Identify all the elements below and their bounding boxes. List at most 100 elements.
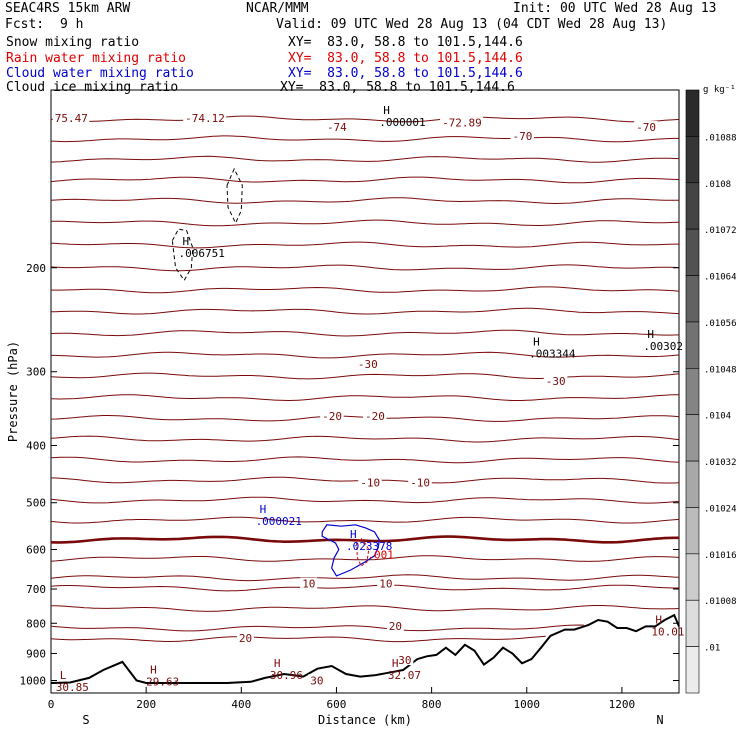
y-tick-label-800: 800 bbox=[26, 617, 46, 630]
colorbar-label-10: .01008 bbox=[704, 597, 737, 607]
contour-label-bg-2 bbox=[324, 121, 349, 133]
field-snow-xy: XY= 83.0, 58.8 to 101.5,144.6 bbox=[288, 35, 523, 50]
contour-label-bg-7 bbox=[543, 374, 568, 386]
field-rain-name: Rain water mixing ratio bbox=[6, 51, 187, 66]
x-tick-label-1000: 1000 bbox=[514, 698, 541, 711]
contour-label-bg-16 bbox=[396, 654, 414, 666]
rain-contour bbox=[355, 537, 370, 567]
isotherm-1 bbox=[50, 135, 679, 143]
extremum-mark-8: H bbox=[150, 664, 157, 677]
extremum-value-10: 32.07 bbox=[388, 669, 421, 682]
contour-label-8: -20 bbox=[322, 410, 342, 423]
extremum-mark-0: H bbox=[183, 235, 190, 248]
contour-label-bg-17 bbox=[308, 674, 326, 686]
y-axis-label: Pressure (hPa) bbox=[6, 341, 20, 442]
contour-label-16: 30 bbox=[398, 654, 411, 667]
contour-label-6: -30 bbox=[358, 358, 378, 371]
extremum-value-7: 30.85 bbox=[56, 681, 89, 694]
contour-label-15: 20 bbox=[239, 632, 252, 645]
isotherm-25 bbox=[51, 625, 636, 631]
center-label: NCAR/MMM bbox=[246, 1, 309, 16]
extremum-mark-11: H bbox=[655, 613, 662, 626]
extremum-mark-7: L bbox=[60, 669, 67, 682]
init-time: Init: 00 UTC Wed 28 Aug 13 bbox=[513, 1, 717, 16]
contour-label-bg-6 bbox=[355, 357, 380, 369]
colorbar-label-5: .01048 bbox=[704, 365, 737, 375]
colorbar-label-6: .0104 bbox=[704, 412, 731, 422]
snow-contour-0 bbox=[171, 228, 194, 282]
isotherm-7 bbox=[50, 264, 680, 272]
temperature-contours bbox=[50, 115, 680, 643]
field-rain-xy: XY= 83.0, 58.8 to 101.5,144.6 bbox=[288, 51, 523, 66]
field-cloud-water-xy: XY= 83.0, 58.8 to 101.5,144.6 bbox=[288, 66, 523, 81]
contour-label-bg-10 bbox=[358, 476, 382, 488]
colorbar-label-0: .01088 bbox=[704, 133, 737, 143]
extremum-value-3: .000001 bbox=[379, 116, 425, 129]
extremum-mark-4: H bbox=[260, 503, 267, 516]
contour-labels: 75.47 -74.12 -74 -72.89 -70 -70 -30 -30 -20 -20 -1… bbox=[52, 112, 658, 687]
model-title: SEAC4RS 15km ARW bbox=[5, 1, 131, 16]
isotherm-16 bbox=[50, 456, 680, 464]
colorbar-label-8: .01024 bbox=[704, 504, 737, 514]
colorbar-label-3: .01064 bbox=[704, 273, 737, 283]
isotherm-10 bbox=[50, 329, 680, 337]
valid-time: Valid: 09 UTC Wed 28 Aug 13 (04 CDT Wed … bbox=[276, 17, 668, 32]
contour-label-bg-5 bbox=[510, 129, 534, 141]
contour-label-11: -10 bbox=[410, 477, 430, 490]
extremum-mark-5: H bbox=[350, 528, 357, 541]
colorbar-swatch-6 bbox=[685, 368, 700, 415]
isotherm-13 bbox=[50, 394, 679, 402]
field-snow-name: Snow mixing ratio bbox=[6, 35, 140, 50]
isotherm-4 bbox=[50, 197, 680, 205]
colorbar-swatch-5 bbox=[685, 321, 700, 369]
contour-label-3: -72.89 bbox=[442, 117, 482, 130]
y-tick-label-700: 700 bbox=[26, 583, 46, 596]
colorbar-label-2: .01072 bbox=[704, 226, 737, 236]
colorbar: .01088 .0108 .01072 .01064 .01056 .01048 .0104… bbox=[685, 85, 737, 694]
extremum-value-6: .001 bbox=[367, 548, 394, 561]
terrain-profile bbox=[50, 613, 680, 684]
forecast-label: Fcst: bbox=[5, 17, 45, 32]
contour-label-2: -74 bbox=[327, 121, 347, 134]
contour-label-17: 30 bbox=[310, 674, 323, 687]
y-tick-label-1000: 1000 bbox=[20, 674, 47, 687]
contour-label-bg-3 bbox=[440, 116, 484, 128]
contour-label-12: 10 bbox=[302, 578, 315, 591]
colorbar-swatch-12 bbox=[685, 646, 700, 694]
contour-label-7: -30 bbox=[546, 375, 566, 388]
x-tick-label-600: 600 bbox=[327, 698, 347, 711]
isotherm-2 bbox=[50, 155, 680, 163]
isotherm-3 bbox=[50, 176, 680, 184]
field-cloud-ice-name: Cloud ice mixing ratio bbox=[6, 80, 179, 95]
isotherm-19 bbox=[50, 516, 680, 524]
colorbar-swatch-4 bbox=[685, 275, 700, 323]
field-cloud-water-name: Cloud water mixing ratio bbox=[6, 66, 194, 81]
forecast-value: 9 h bbox=[60, 17, 84, 32]
snow-contours bbox=[171, 167, 243, 282]
extremum-value-0: .006751 bbox=[179, 247, 225, 260]
contour-label-9: -20 bbox=[365, 410, 385, 423]
x-tick-label-400: 400 bbox=[231, 698, 251, 711]
colorbar-swatch-8 bbox=[685, 460, 700, 508]
cloud-water-contours bbox=[321, 524, 380, 577]
y-tick-label-400: 400 bbox=[26, 440, 46, 453]
cloud-water-contour bbox=[321, 524, 380, 577]
contour-label-bg-11 bbox=[408, 476, 432, 488]
contour-label-bg-0 bbox=[52, 112, 90, 124]
contour-label-bg-1 bbox=[183, 112, 227, 124]
colorbar-swatch-7 bbox=[685, 414, 700, 462]
extrema-labels: H.006751H.003344H.00302H.000001H.000021H… bbox=[56, 104, 685, 694]
isotherm-26 bbox=[50, 635, 546, 643]
y-tick-label-300: 300 bbox=[26, 366, 46, 379]
isotherm-8 bbox=[50, 286, 680, 294]
colorbar-swatch-1 bbox=[685, 136, 700, 184]
contour-label-bg-9 bbox=[363, 410, 387, 422]
x-axis-label: Distance (km) bbox=[318, 713, 412, 727]
extremum-value-9: 30.96 bbox=[270, 669, 303, 682]
extremum-value-8: 29.63 bbox=[146, 676, 179, 689]
colorbar-label-1: .0108 bbox=[704, 180, 731, 190]
extremum-value-11: 10.01 bbox=[651, 625, 684, 638]
isotherm-24 bbox=[50, 605, 680, 612]
